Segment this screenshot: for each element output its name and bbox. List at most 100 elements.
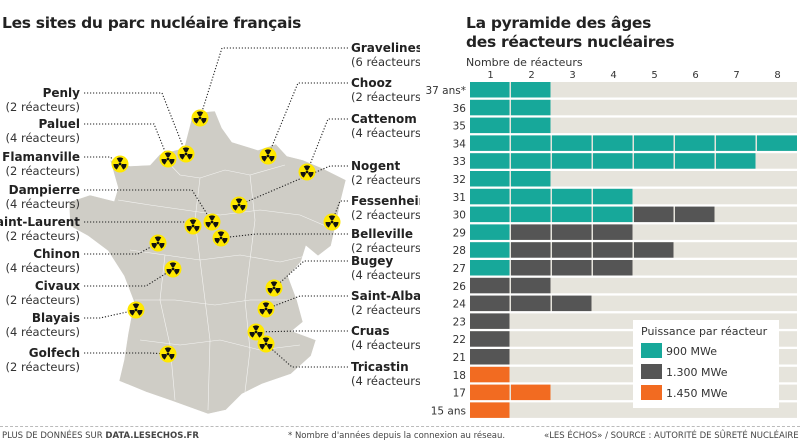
footer-link[interactable]: DATA.LESECHOS.FR: [105, 431, 199, 441]
site-reactors: (2 réacteurs): [351, 303, 420, 317]
y-tick-label: 24: [453, 299, 467, 311]
radiation-center: [254, 330, 258, 334]
radiation-center: [118, 162, 122, 166]
site-reactors: (2 réacteurs): [351, 90, 420, 104]
radiation-icon: [177, 145, 195, 163]
site-name: Tricastin: [351, 360, 409, 374]
bar-reactor: [511, 260, 551, 276]
bar-reactor: [511, 242, 551, 258]
x-tick-label: 1: [487, 70, 493, 81]
y-tick-label: 22: [453, 334, 466, 346]
bar-reactor: [470, 153, 510, 169]
radiation-blade: [193, 118, 199, 124]
legend-swatch: [641, 343, 662, 358]
radiation-center: [184, 152, 188, 156]
y-tick-label: 37 ans*: [425, 85, 466, 97]
bar-reactor: [634, 242, 674, 258]
bar-reactor: [470, 171, 510, 187]
radiation-blade: [189, 219, 197, 225]
site-reactors: (4 réacteurs): [351, 268, 420, 282]
row-background: [470, 117, 797, 134]
site-reactors: (4 réacteurs): [351, 374, 420, 388]
radiation-center: [166, 157, 170, 161]
radiation-blade: [325, 222, 331, 228]
legend: Puissance par réacteur 900 MWe 1.300 MWe 1.…: [633, 320, 779, 408]
radiation-blade: [240, 205, 246, 211]
leader-line: [267, 82, 348, 157]
site-name: Belleville: [351, 227, 413, 241]
bar-reactor: [511, 188, 551, 205]
bar-reactor: [511, 117, 551, 134]
y-tick-label: 34: [453, 138, 467, 150]
site-name: Chooz: [351, 76, 392, 90]
bar-reactor: [470, 331, 510, 347]
site-markers: [111, 109, 341, 363]
bar-reactor: [716, 153, 756, 169]
radiation-icon: [265, 279, 283, 297]
radiation-blade: [267, 309, 273, 315]
x-tick-label: 3: [569, 70, 575, 81]
radiation-blade: [213, 222, 219, 228]
radiation-blade: [262, 302, 270, 308]
site-reactors: (2 réacteurs): [6, 100, 80, 114]
y-tick-label: 35: [453, 121, 466, 133]
bar-reactor: [716, 135, 756, 151]
bar-reactor: [470, 242, 510, 258]
site-name: Gravelines: [351, 41, 420, 55]
bar-reactor: [634, 206, 674, 223]
radiation-blade: [303, 165, 311, 171]
chart-title-line-2: des réacteurs nucléaires: [466, 33, 675, 51]
radiation-center: [237, 203, 241, 207]
bar-reactor: [593, 135, 633, 151]
bar-reactor: [675, 206, 715, 223]
bar-reactor: [511, 224, 551, 240]
radiation-blade: [196, 111, 204, 117]
bar-reactor: [593, 188, 633, 205]
site-name: Fessenheim: [351, 194, 420, 208]
site-reactors: (2 réacteurs): [351, 208, 420, 222]
site-name: Cattenom: [351, 112, 417, 126]
radiation-center: [166, 352, 170, 356]
y-tick-label: 27: [453, 263, 466, 275]
site-name: Saint-Laurent: [0, 215, 80, 229]
radiation-blade: [259, 344, 265, 350]
radiation-center: [272, 286, 276, 290]
row-background: [470, 153, 797, 169]
legend-swatch: [641, 385, 662, 400]
row-background: [470, 277, 797, 294]
bar-reactor: [470, 224, 510, 240]
radiation-blade: [262, 337, 270, 343]
radiation-icon: [184, 217, 202, 235]
radiation-blade: [169, 159, 175, 165]
bar-reactor: [470, 277, 510, 294]
radiation-blade: [208, 215, 216, 221]
leader-line: [84, 309, 137, 319]
y-tick-label: 31: [453, 192, 466, 204]
leader-line: [84, 189, 213, 223]
bar-reactor: [470, 384, 510, 401]
bar-reactor: [552, 188, 592, 205]
radiation-blade: [308, 172, 314, 178]
bar-reactor: [634, 135, 674, 151]
y-tick-label: 26: [453, 281, 467, 293]
map-title: Les sites du parc nucléaire français: [2, 14, 302, 32]
radiation-center: [198, 116, 202, 120]
leader-line: [265, 343, 348, 368]
site-reactors: (2 réacteurs): [351, 173, 420, 187]
x-tick-label: 5: [651, 70, 657, 81]
x-axis-ticks: 1 2 3 4 5 6 7 8: [487, 70, 780, 81]
bar-reactor: [470, 206, 510, 223]
y-tick-label: 33: [453, 156, 466, 168]
bar-reactor: [511, 135, 551, 151]
bar-reactor: [552, 295, 592, 312]
radiation-blade: [205, 222, 211, 228]
bar-reactor: [634, 153, 674, 169]
row-background: [470, 260, 797, 276]
radiation-blade: [161, 354, 167, 360]
radiation-blade: [217, 231, 225, 237]
bar-reactor: [675, 135, 715, 151]
row-background: [470, 82, 797, 98]
legend-label: 900 MWe: [666, 345, 717, 358]
footer-divider: [0, 426, 800, 427]
radiation-blade: [174, 269, 180, 275]
